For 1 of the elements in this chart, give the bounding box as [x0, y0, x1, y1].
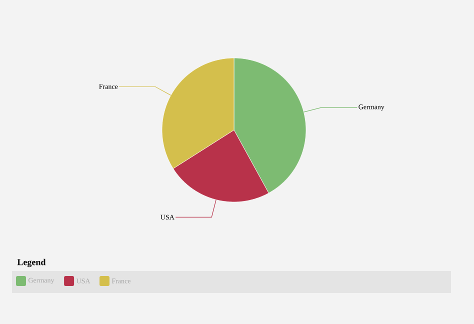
legend-title: Legend: [17, 258, 46, 268]
